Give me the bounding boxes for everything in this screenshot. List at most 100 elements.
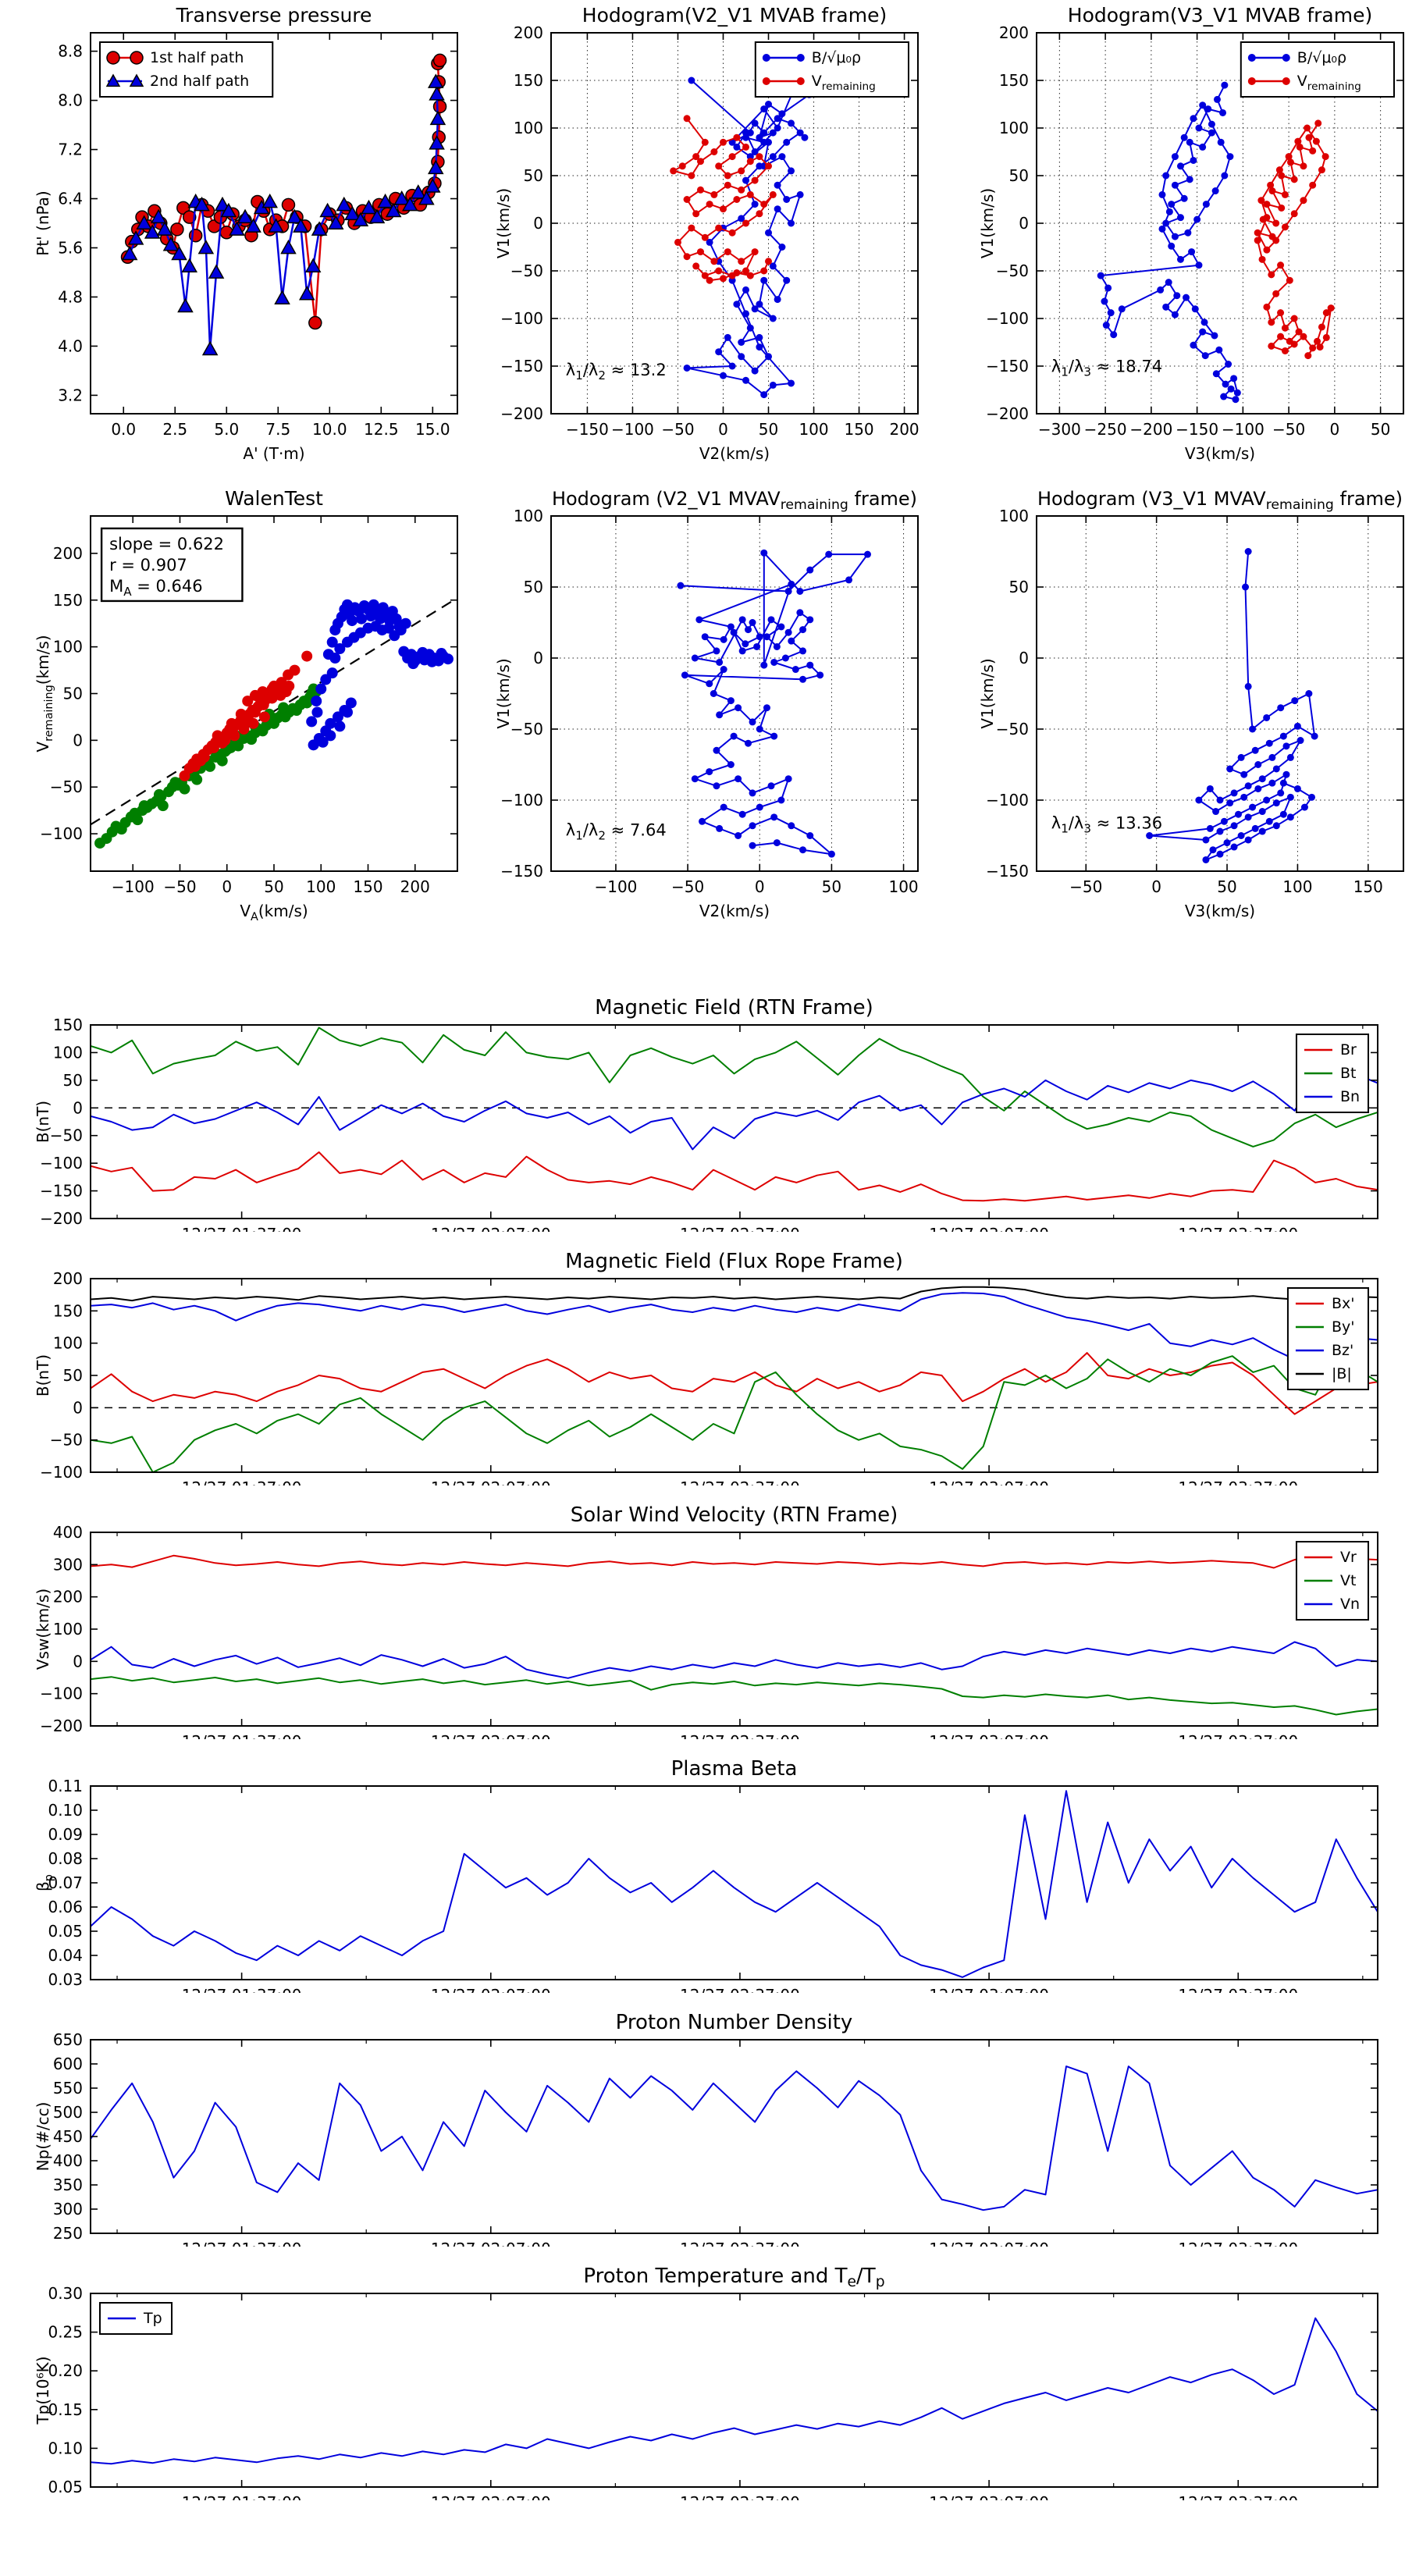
y-tick-label: 4.8	[58, 287, 83, 306]
chart-vsw-rtn: 12/27 01:37:00 12/27 02:07:00 12/27 02:37:…	[34, 1503, 1378, 1751]
y-tick-label: 200	[514, 23, 543, 42]
y-tick-label: 150	[514, 71, 543, 90]
y-tick-label: 450	[53, 2127, 83, 2146]
x-tick-label: −100	[1222, 420, 1264, 439]
x-tick-label: 200	[400, 877, 430, 896]
stats-line: r = 0.907	[109, 556, 187, 575]
y-tick-label: 150	[53, 1016, 83, 1034]
legend-label: Vn	[1340, 1596, 1360, 1613]
y-tick-label: 0	[73, 1652, 83, 1670]
y-tick-label: 150	[53, 1301, 83, 1320]
x-tick-label: 100	[888, 877, 918, 896]
x-tick-label: 7.5	[265, 420, 290, 439]
y-axis-label: B(nT)	[34, 1354, 52, 1397]
x-tick-label: 0	[222, 877, 232, 896]
y-tick-label: −100	[986, 309, 1029, 328]
chart-hodogram-v2v1-mvav: −100 −50 0 50 100 −150 −100 −50 0 50 100 Hodogram (…	[494, 488, 919, 920]
x-tick-label: 12/27 02:07:00	[431, 1986, 551, 1993]
y-tick-label: 150	[53, 591, 83, 610]
legend: Tp	[99, 2302, 173, 2335]
y-tick-label: 0.10	[48, 1801, 83, 1820]
x-tick-label: 0	[718, 420, 728, 439]
axis-ticks	[91, 516, 457, 871]
y-tick-label: 0.06	[48, 1898, 83, 1916]
legend-label: Vt	[1340, 1572, 1356, 1589]
y-tick-label: 100	[999, 119, 1029, 137]
axis-ticks	[551, 515, 918, 872]
plot-title: Hodogram(V2_V1 MVAB frame)	[582, 4, 887, 27]
plot-hodogram-v2v1-mvab: −150 −100 −50 0 50 100 150 200 −200 −150 −100 −50 0 5…	[492, 4, 944, 482]
plot-title: Solar Wind Velocity (RTN Frame)	[571, 1503, 898, 1527]
x-tick-label: 12.5	[364, 420, 399, 439]
y-tick-label: 300	[53, 1555, 83, 1574]
x-tick-label: 12/27 01:37:00	[182, 1225, 302, 1232]
y-tick-label: 50	[524, 578, 543, 596]
x-tick-label: 150	[1353, 877, 1383, 896]
plot-proton-density: 12/27 01:37:00 12/27 02:07:00 12/27 02:37:…	[31, 1993, 1405, 2258]
y-tick-label: 200	[999, 23, 1029, 42]
y-axis-label: Tp(10⁶K)	[34, 2356, 52, 2425]
series-v-remaining-path	[1146, 548, 1318, 863]
y-tick-label: 0	[1019, 214, 1029, 233]
x-tick-label: 12/27 03:37:00	[1178, 2240, 1298, 2247]
series-v-remaining-path	[677, 549, 871, 858]
axis-ticks	[1037, 515, 1403, 872]
series-by'	[91, 1355, 1378, 1472]
plot-title: Plasma Beta	[671, 1757, 798, 1781]
y-tick-label: 50	[63, 685, 83, 703]
y-tick-label: 200	[53, 1588, 83, 1606]
series-np	[91, 2065, 1378, 2211]
series-blue-points	[306, 599, 454, 751]
y-tick-label: −200	[986, 404, 1029, 423]
legend-label: 2nd half path	[150, 73, 249, 90]
series-bx'	[91, 1352, 1378, 1415]
y-tick-label: 4.0	[58, 336, 83, 355]
y-axis-label: Np(#/cc)	[34, 2102, 52, 2172]
series-b-sqrt-mu0-rho-	[683, 76, 813, 399]
x-tick-label: 12/27 03:07:00	[929, 1986, 1049, 1993]
y-tick-label: −100	[986, 791, 1029, 809]
y-tick-label: 0	[533, 214, 543, 233]
x-axis-label: V3(km/s)	[1185, 444, 1255, 463]
y-axis-label: V1(km/s)	[978, 188, 997, 258]
y-tick-label: −150	[500, 357, 543, 375]
x-tick-label: 12/27 03:37:00	[1178, 1225, 1298, 1232]
chart-plasma-beta: 12/27 01:37:00 12/27 02:07:00 12/27 02:37:…	[34, 1757, 1378, 2005]
y-axis-label: V1(km/s)	[978, 658, 997, 728]
legend: Vr Vt Vn	[1295, 1541, 1369, 1621]
gridlines	[551, 515, 918, 872]
annotation-text: λ1/λ2 ≈ 7.64	[566, 821, 667, 843]
y-tick-label: 100	[999, 507, 1029, 525]
y-tick-label: −50	[996, 720, 1029, 738]
legend-label: By'	[1332, 1318, 1355, 1336]
annotation-text: λ1/λ2 ≈ 13.2	[566, 361, 667, 382]
x-tick-label: −100	[112, 877, 155, 896]
y-tick-label: 50	[524, 166, 543, 185]
plot-magnetic-field-rtn: 12/27 01:37:00 12/27 02:07:00 12/27 02:37:…	[31, 978, 1405, 1244]
series-vn	[91, 1641, 1378, 1679]
x-tick-label: 12/27 03:07:00	[929, 1225, 1049, 1232]
y-tick-label: 100	[53, 1043, 83, 1062]
y-tick-label: −100	[500, 791, 543, 809]
x-tick-label: 50	[759, 420, 778, 439]
x-axis-label: A' (T·m)	[243, 444, 304, 463]
y-tick-label: −50	[510, 262, 543, 280]
y-tick-label: 6.4	[58, 190, 83, 208]
x-tick-label: 12/27 02:37:00	[680, 2240, 800, 2247]
legend-label: B/√μ₀ρ	[812, 49, 861, 66]
y-tick-label: −100	[40, 1463, 83, 1482]
axis-ticks	[551, 32, 918, 415]
chart-hodogram-v3v1-mvab: −300 −250 −200 −150 −100 −50 0 50−200−150−100−5…	[978, 4, 1404, 463]
plot-plasma-beta: 12/27 01:37:00 12/27 02:07:00 12/27 02:37:…	[31, 1739, 1405, 2005]
x-tick-label: −100	[611, 420, 654, 439]
x-tick-label: 12/27 03:07:00	[929, 2240, 1049, 2247]
annotation-text: λ1/λ3 ≈ 13.36	[1051, 813, 1162, 835]
stats-line: slope = 0.622	[109, 535, 224, 553]
y-tick-label: 100	[53, 638, 83, 656]
x-tick-label: −100	[594, 877, 637, 896]
y-tick-label: −150	[500, 862, 543, 881]
x-axis-label: V2(km/s)	[699, 444, 770, 463]
x-tick-label: 12/27 02:07:00	[431, 2493, 551, 2500]
series-b-sqrt-mu0-rho-	[1097, 81, 1241, 404]
y-tick-label: 50	[1009, 166, 1029, 185]
